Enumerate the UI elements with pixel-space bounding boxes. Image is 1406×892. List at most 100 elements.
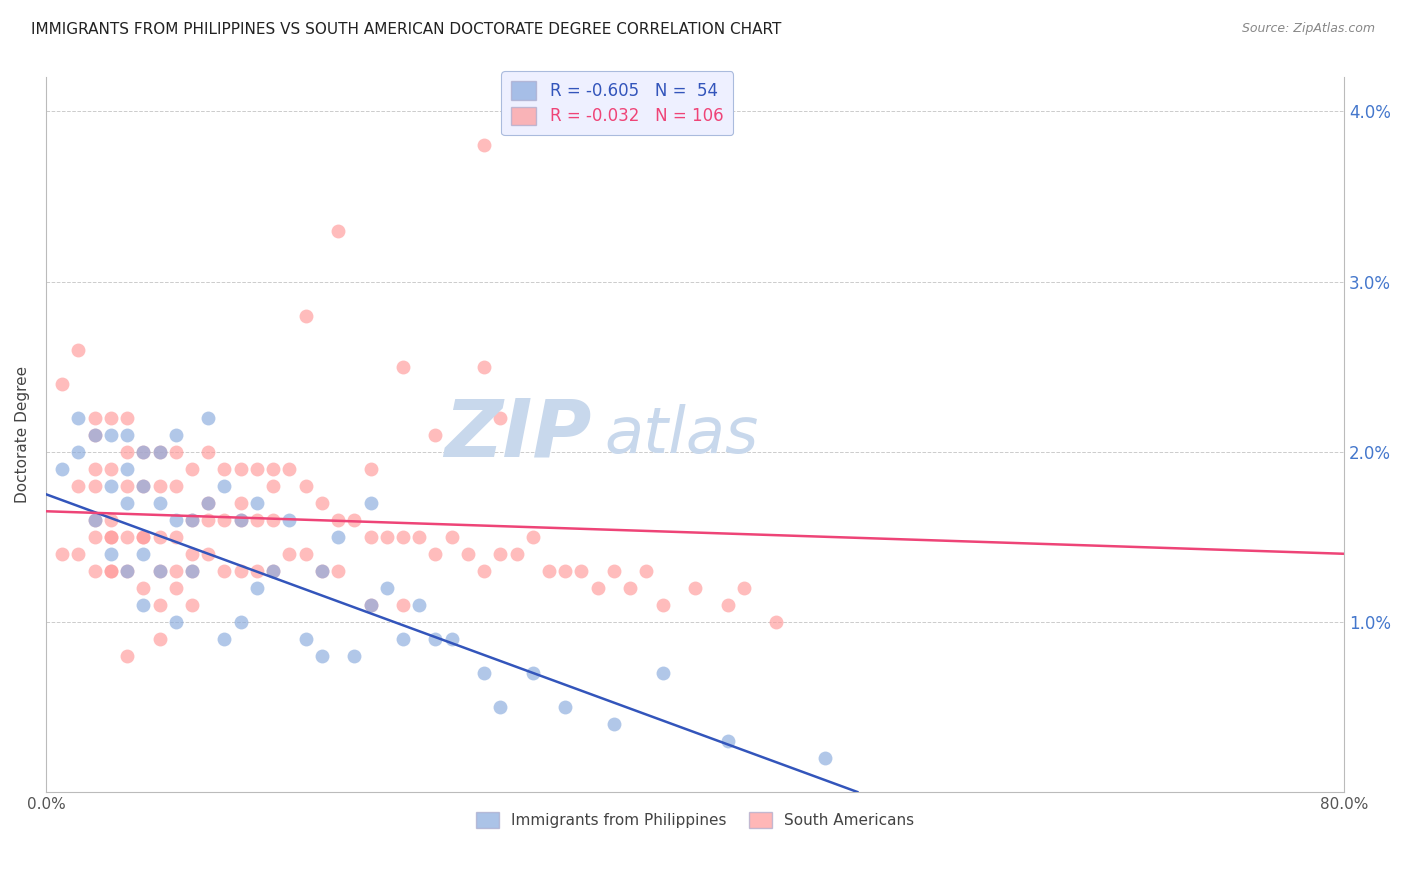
Point: [229, 615, 252, 629]
Point: [181, 513, 204, 527]
Point: [765, 615, 787, 629]
Point: [115, 427, 138, 442]
Point: [246, 461, 269, 475]
Point: [489, 547, 512, 561]
Point: [148, 479, 170, 493]
Point: [100, 513, 122, 527]
Point: [472, 564, 495, 578]
Point: [197, 496, 219, 510]
Point: [83, 427, 105, 442]
Point: [522, 665, 544, 680]
Point: [246, 496, 269, 510]
Point: [229, 496, 252, 510]
Point: [392, 598, 415, 612]
Point: [83, 564, 105, 578]
Point: [83, 513, 105, 527]
Point: [115, 530, 138, 544]
Point: [165, 564, 187, 578]
Point: [67, 547, 90, 561]
Point: [51, 547, 73, 561]
Point: [311, 496, 333, 510]
Point: [408, 598, 430, 612]
Point: [440, 530, 463, 544]
Point: [262, 564, 284, 578]
Point: [165, 427, 187, 442]
Point: [132, 547, 155, 561]
Point: [554, 564, 576, 578]
Point: [197, 513, 219, 527]
Point: [181, 598, 204, 612]
Point: [262, 564, 284, 578]
Point: [83, 461, 105, 475]
Point: [100, 461, 122, 475]
Point: [132, 479, 155, 493]
Point: [246, 513, 269, 527]
Point: [181, 564, 204, 578]
Point: [360, 530, 382, 544]
Point: [115, 564, 138, 578]
Point: [214, 564, 236, 578]
Point: [115, 496, 138, 510]
Point: [619, 581, 641, 595]
Point: [148, 632, 170, 646]
Point: [100, 427, 122, 442]
Point: [165, 479, 187, 493]
Point: [132, 598, 155, 612]
Point: [148, 444, 170, 458]
Point: [505, 547, 527, 561]
Point: [343, 513, 366, 527]
Point: [392, 530, 415, 544]
Point: [115, 648, 138, 663]
Point: [51, 376, 73, 391]
Point: [214, 479, 236, 493]
Point: [360, 461, 382, 475]
Point: [229, 513, 252, 527]
Point: [148, 496, 170, 510]
Point: [100, 479, 122, 493]
Point: [148, 530, 170, 544]
Point: [326, 530, 349, 544]
Point: [262, 461, 284, 475]
Point: [115, 410, 138, 425]
Point: [522, 530, 544, 544]
Point: [246, 564, 269, 578]
Point: [115, 479, 138, 493]
Point: [165, 581, 187, 595]
Point: [181, 461, 204, 475]
Point: [651, 665, 673, 680]
Point: [181, 564, 204, 578]
Point: [197, 496, 219, 510]
Point: [472, 359, 495, 374]
Point: [67, 479, 90, 493]
Point: [165, 615, 187, 629]
Point: [100, 410, 122, 425]
Point: [148, 564, 170, 578]
Point: [214, 461, 236, 475]
Point: [294, 479, 316, 493]
Point: [392, 359, 415, 374]
Point: [132, 479, 155, 493]
Point: [132, 530, 155, 544]
Point: [83, 479, 105, 493]
Text: Source: ZipAtlas.com: Source: ZipAtlas.com: [1241, 22, 1375, 36]
Point: [83, 530, 105, 544]
Point: [814, 751, 837, 765]
Point: [326, 223, 349, 237]
Point: [83, 427, 105, 442]
Point: [278, 547, 301, 561]
Point: [472, 665, 495, 680]
Point: [440, 632, 463, 646]
Point: [360, 598, 382, 612]
Point: [408, 530, 430, 544]
Point: [360, 496, 382, 510]
Point: [278, 513, 301, 527]
Point: [457, 547, 479, 561]
Point: [197, 444, 219, 458]
Point: [554, 699, 576, 714]
Point: [425, 547, 447, 561]
Point: [262, 513, 284, 527]
Point: [229, 461, 252, 475]
Point: [375, 530, 398, 544]
Point: [537, 564, 560, 578]
Point: [229, 564, 252, 578]
